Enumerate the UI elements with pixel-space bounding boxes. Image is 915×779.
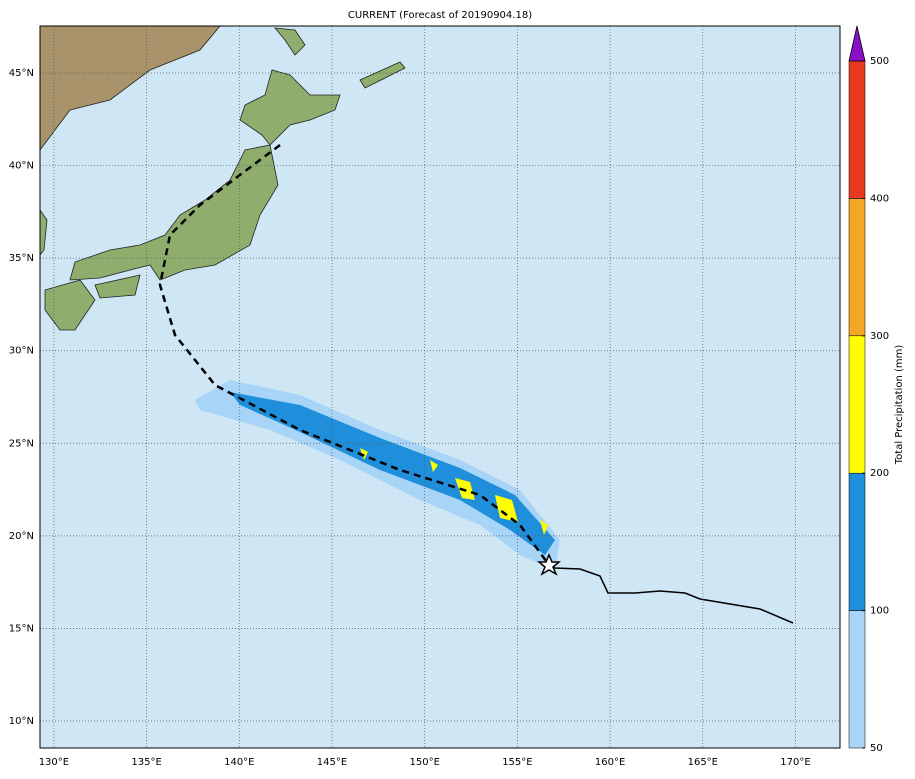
colorbar-bin	[848, 610, 866, 749]
colorbar-tick-label: 500	[870, 56, 889, 67]
colorbar-tick-label: 50	[870, 743, 883, 754]
lat-label: 25°N	[9, 438, 34, 449]
colorbar-tick-label: 400	[870, 193, 889, 204]
lat-label: 40°N	[9, 161, 34, 172]
lat-label: 30°N	[9, 346, 34, 357]
colorbar-bin	[848, 60, 866, 199]
colorbar-tick-label: 100	[870, 606, 889, 617]
lon-label: 145°E	[317, 757, 347, 768]
lon-label: 165°E	[688, 757, 718, 768]
colorbar-extend	[848, 25, 866, 62]
forecast-track	[548, 564, 794, 624]
colorbar-label: Total Precipitation (mm)	[894, 345, 905, 466]
colorbar-tick-label: 200	[870, 468, 889, 479]
title: CURRENT (Forecast of 20190904.18)	[348, 10, 532, 21]
land	[39, 25, 406, 331]
colorbar-tick-label: 300	[870, 331, 889, 342]
past-track	[158, 144, 551, 566]
colorbar-bin	[848, 198, 866, 337]
colorbar-bin	[848, 472, 866, 611]
lat-label: 15°N	[9, 623, 34, 634]
lat-label: 10°N	[9, 716, 34, 727]
storm-position	[536, 553, 562, 576]
colorbar-bin	[848, 335, 866, 474]
lon-label: 150°E	[410, 757, 440, 768]
lon-label: 160°E	[595, 757, 625, 768]
lon-label: 130°E	[39, 757, 69, 768]
lat-label: 35°N	[9, 253, 34, 264]
lon-label: 170°E	[780, 757, 810, 768]
lat-label: 45°N	[9, 68, 34, 79]
lon-label: 155°E	[502, 757, 532, 768]
precipitation	[195, 380, 560, 570]
ocean	[40, 26, 840, 748]
lon-label: 135°E	[131, 757, 161, 768]
lon-label: 140°E	[224, 757, 254, 768]
lat-label: 20°N	[9, 531, 34, 542]
map-frame	[39, 25, 841, 749]
